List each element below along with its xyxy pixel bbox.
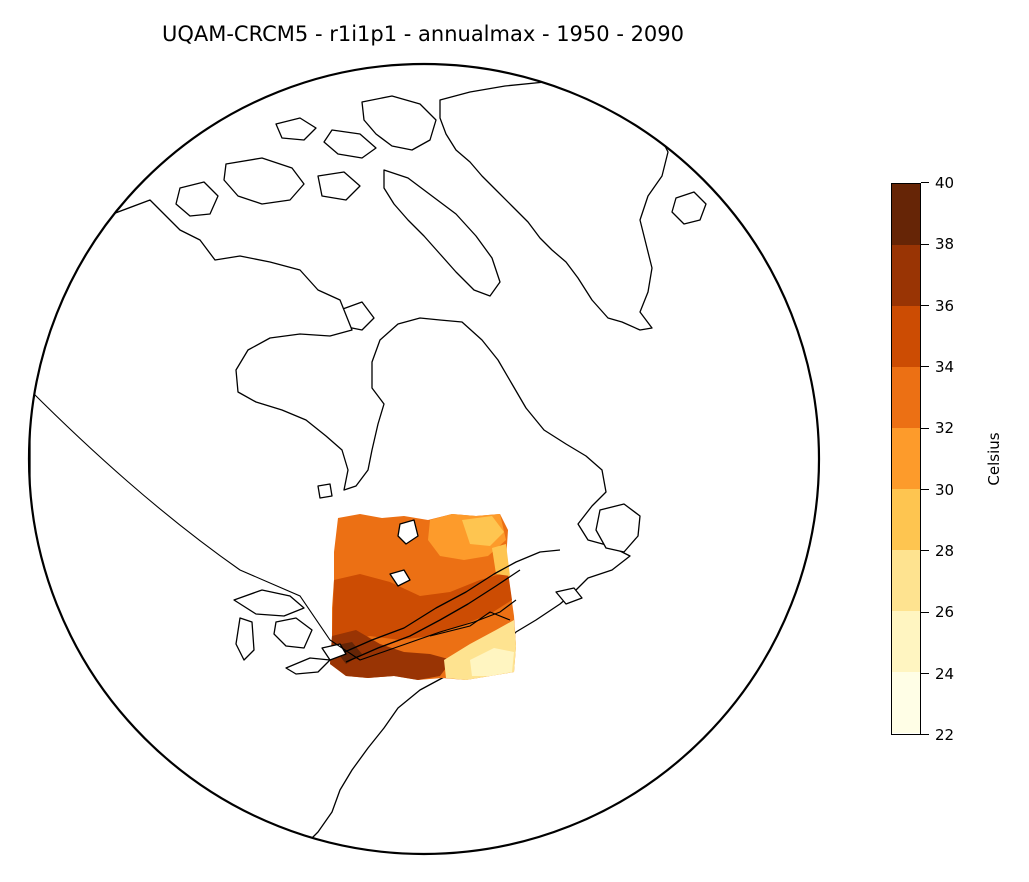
colorbar [891, 183, 921, 735]
colorbar-tick [921, 366, 929, 368]
colorbar-segment [892, 245, 920, 306]
colorbar-tick-label: 38 [935, 235, 955, 254]
data-band-2830 [462, 516, 504, 546]
us-canada-border [29, 389, 517, 661]
lake-erie [285, 657, 331, 675]
colorbar-tick [921, 734, 929, 736]
north-america-mainland [29, 199, 631, 854]
prince-edward-island [555, 587, 583, 605]
ellesmere-island [361, 95, 437, 151]
colorbar-tick-label: 22 [935, 726, 955, 744]
banks-island [175, 181, 219, 217]
map-globe [27, 62, 821, 856]
colorbar-segment [892, 489, 920, 550]
belcher-islands [317, 483, 333, 499]
newfoundland [595, 503, 641, 553]
colorbar-tick [921, 304, 929, 306]
reservoir-manicouagan [389, 569, 411, 587]
lake-ontario [321, 643, 347, 661]
colorbar-tick-label: 34 [935, 358, 955, 376]
colorbar-tick-label: 26 [935, 603, 955, 622]
globe-outline [27, 62, 821, 856]
devon-island [323, 129, 377, 159]
colorbar-tick-label: 40 [935, 174, 955, 192]
lake-mistassini [397, 519, 419, 545]
lake-superior [233, 589, 305, 617]
lake-michigan [235, 617, 255, 661]
colorbar-tick [921, 672, 929, 674]
colorbar-label: Celsius [985, 432, 1003, 486]
arctic-island-1 [275, 117, 317, 141]
colorbar-tick-label: 24 [935, 664, 955, 683]
colorbar-tick [921, 488, 929, 490]
colorbar-segment [892, 672, 920, 733]
colorbar-tick [921, 550, 929, 552]
colorbar-tick-label: 32 [935, 419, 955, 438]
data-band-2426 [470, 648, 514, 676]
colorbar-tick-label: 30 [935, 480, 955, 499]
colorbar-segment [892, 428, 920, 489]
colorbar-tick [921, 427, 929, 429]
iceland [671, 191, 707, 225]
colorbar-tick-label: 36 [935, 296, 955, 315]
colorbar-tick [921, 182, 929, 184]
data-band-3638 [330, 630, 452, 680]
colorbar-tick [921, 243, 929, 245]
map-title: UQAM-CRCM5 - r1i1p1 - annualmax - 1950 -… [161, 22, 685, 46]
colorbar-tick-label: 28 [935, 542, 955, 560]
st-lawrence-south-shore [345, 569, 521, 663]
baffin-island [383, 169, 501, 297]
colorbar-segment [892, 306, 920, 367]
victoria-island [223, 157, 305, 205]
data-field [330, 514, 516, 680]
colorbar-tick [921, 611, 929, 613]
colorbar-segment [892, 550, 920, 611]
colorbar-segment [892, 367, 920, 428]
colorbar-segment [892, 611, 920, 672]
colorbar-segment [892, 184, 920, 245]
quebec-labrador-border [429, 611, 511, 637]
st-lawrence-river [339, 549, 561, 655]
lake-huron [273, 617, 313, 649]
data-band-3436 [332, 572, 512, 640]
arctic-island-2 [317, 171, 361, 201]
